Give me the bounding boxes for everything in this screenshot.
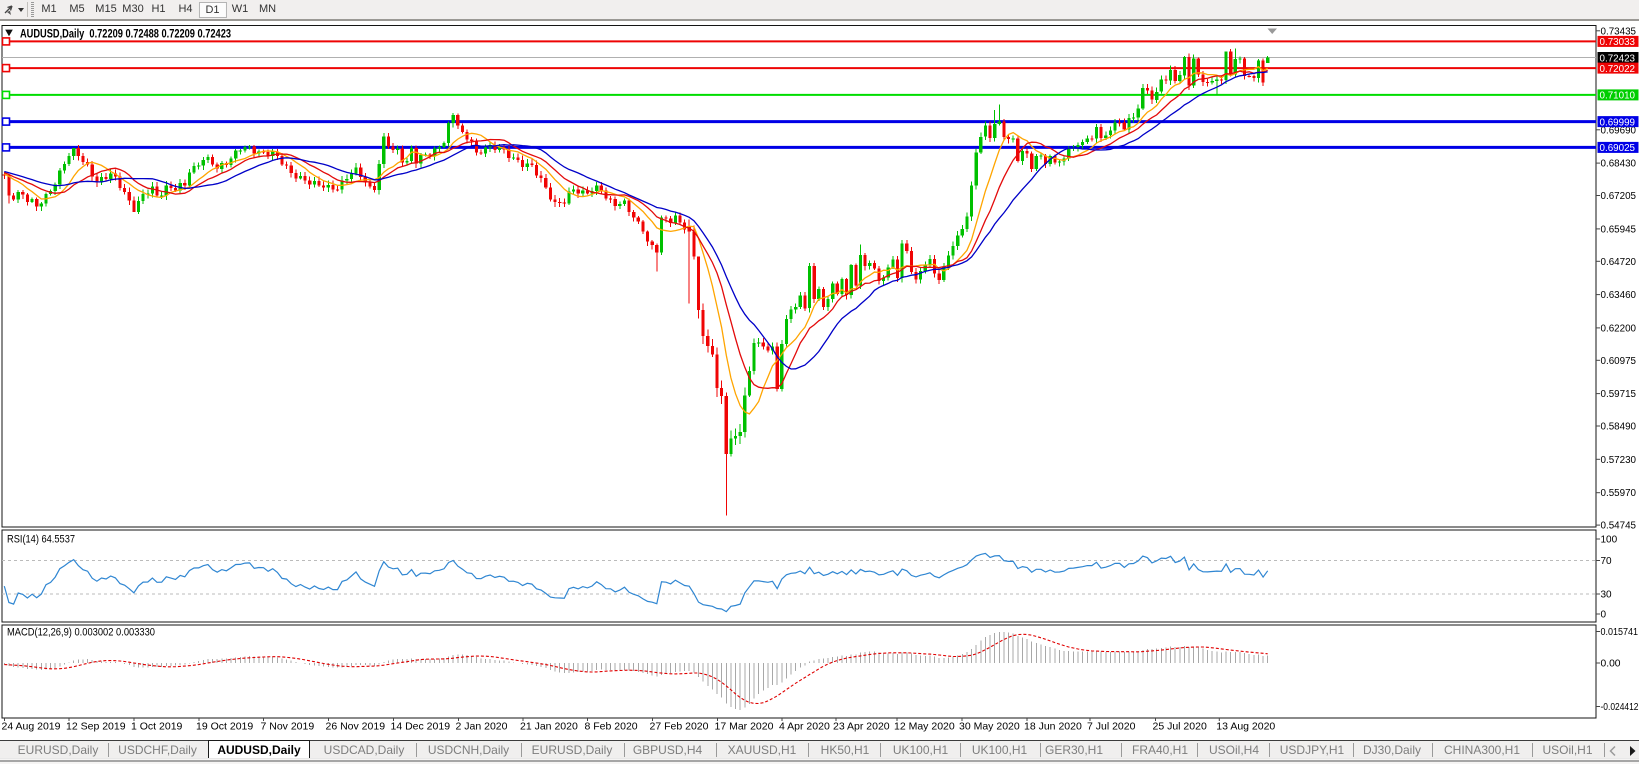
svg-text:-0.024412: -0.024412 — [1601, 702, 1639, 713]
svg-text:0.63460: 0.63460 — [1601, 290, 1637, 301]
svg-text:0.69025: 0.69025 — [1600, 143, 1636, 154]
svg-text:0.71010: 0.71010 — [1600, 91, 1636, 102]
svg-text:24 Aug 2019: 24 Aug 2019 — [2, 721, 61, 733]
svg-text:0.73435: 0.73435 — [1601, 26, 1637, 37]
svg-text:30: 30 — [1601, 590, 1613, 601]
svg-text:0.62200: 0.62200 — [1601, 323, 1637, 334]
svg-text:23 Apr 2020: 23 Apr 2020 — [833, 721, 890, 733]
svg-text:1 Oct 2019: 1 Oct 2019 — [131, 721, 183, 733]
svg-text:0.015741: 0.015741 — [1601, 627, 1639, 638]
svg-text:100: 100 — [1601, 535, 1618, 546]
svg-text:0.60975: 0.60975 — [1601, 356, 1637, 367]
svg-text:14 Dec 2019: 14 Dec 2019 — [391, 721, 451, 733]
svg-text:26 Nov 2019: 26 Nov 2019 — [326, 721, 386, 733]
svg-text:0.69690: 0.69690 — [1601, 125, 1637, 136]
svg-text:7 Jul 2020: 7 Jul 2020 — [1087, 721, 1136, 733]
svg-text:AUDUSD,Daily 0.72209 0.72488: AUDUSD,Daily 0.72209 0.72488 0.72209 0.7… — [20, 28, 231, 40]
svg-text:4 Apr 2020: 4 Apr 2020 — [779, 721, 830, 733]
svg-text:0.72423: 0.72423 — [1600, 53, 1636, 64]
svg-text:0.57230: 0.57230 — [1601, 455, 1637, 466]
svg-text:7 Nov 2019: 7 Nov 2019 — [261, 721, 315, 733]
svg-text:0.67205: 0.67205 — [1601, 191, 1637, 202]
svg-text:0.73033: 0.73033 — [1600, 37, 1636, 48]
svg-text:0.72022: 0.72022 — [1600, 64, 1636, 75]
svg-text:0.65945: 0.65945 — [1601, 224, 1637, 235]
svg-text:0.54745: 0.54745 — [1601, 521, 1637, 532]
svg-text:0.68430: 0.68430 — [1601, 159, 1637, 170]
svg-text:RSI(14) 64.5537: RSI(14) 64.5537 — [7, 534, 75, 546]
svg-text:0.58490: 0.58490 — [1601, 422, 1637, 433]
svg-text:18 Jun 2020: 18 Jun 2020 — [1024, 721, 1082, 733]
svg-text:12 May 2020: 12 May 2020 — [894, 721, 955, 733]
svg-text:0.69999: 0.69999 — [1600, 117, 1636, 128]
svg-text:12 Sep 2019: 12 Sep 2019 — [66, 721, 126, 733]
svg-text:0.00: 0.00 — [1601, 659, 1621, 670]
svg-text:13 Aug 2020: 13 Aug 2020 — [1216, 721, 1275, 733]
svg-text:25 Jul 2020: 25 Jul 2020 — [1153, 721, 1207, 733]
svg-text:0.64720: 0.64720 — [1601, 257, 1637, 268]
svg-text:30 May 2020: 30 May 2020 — [959, 721, 1020, 733]
svg-text:2 Jan 2020: 2 Jan 2020 — [456, 721, 508, 733]
svg-text:70: 70 — [1601, 556, 1613, 567]
svg-text:17 Mar 2020: 17 Mar 2020 — [715, 721, 774, 733]
svg-text:0.59715: 0.59715 — [1601, 389, 1637, 400]
svg-text:8 Feb 2020: 8 Feb 2020 — [585, 721, 638, 733]
svg-text:21 Jan 2020: 21 Jan 2020 — [520, 721, 578, 733]
svg-text:0.55970: 0.55970 — [1601, 488, 1637, 499]
svg-text:0: 0 — [1601, 610, 1607, 621]
svg-text:27 Feb 2020: 27 Feb 2020 — [650, 721, 709, 733]
svg-text:19 Oct 2019: 19 Oct 2019 — [196, 721, 253, 733]
svg-text:MACD(12,26,9) 0.003002 0.00333: MACD(12,26,9) 0.003002 0.003330 — [7, 627, 155, 639]
